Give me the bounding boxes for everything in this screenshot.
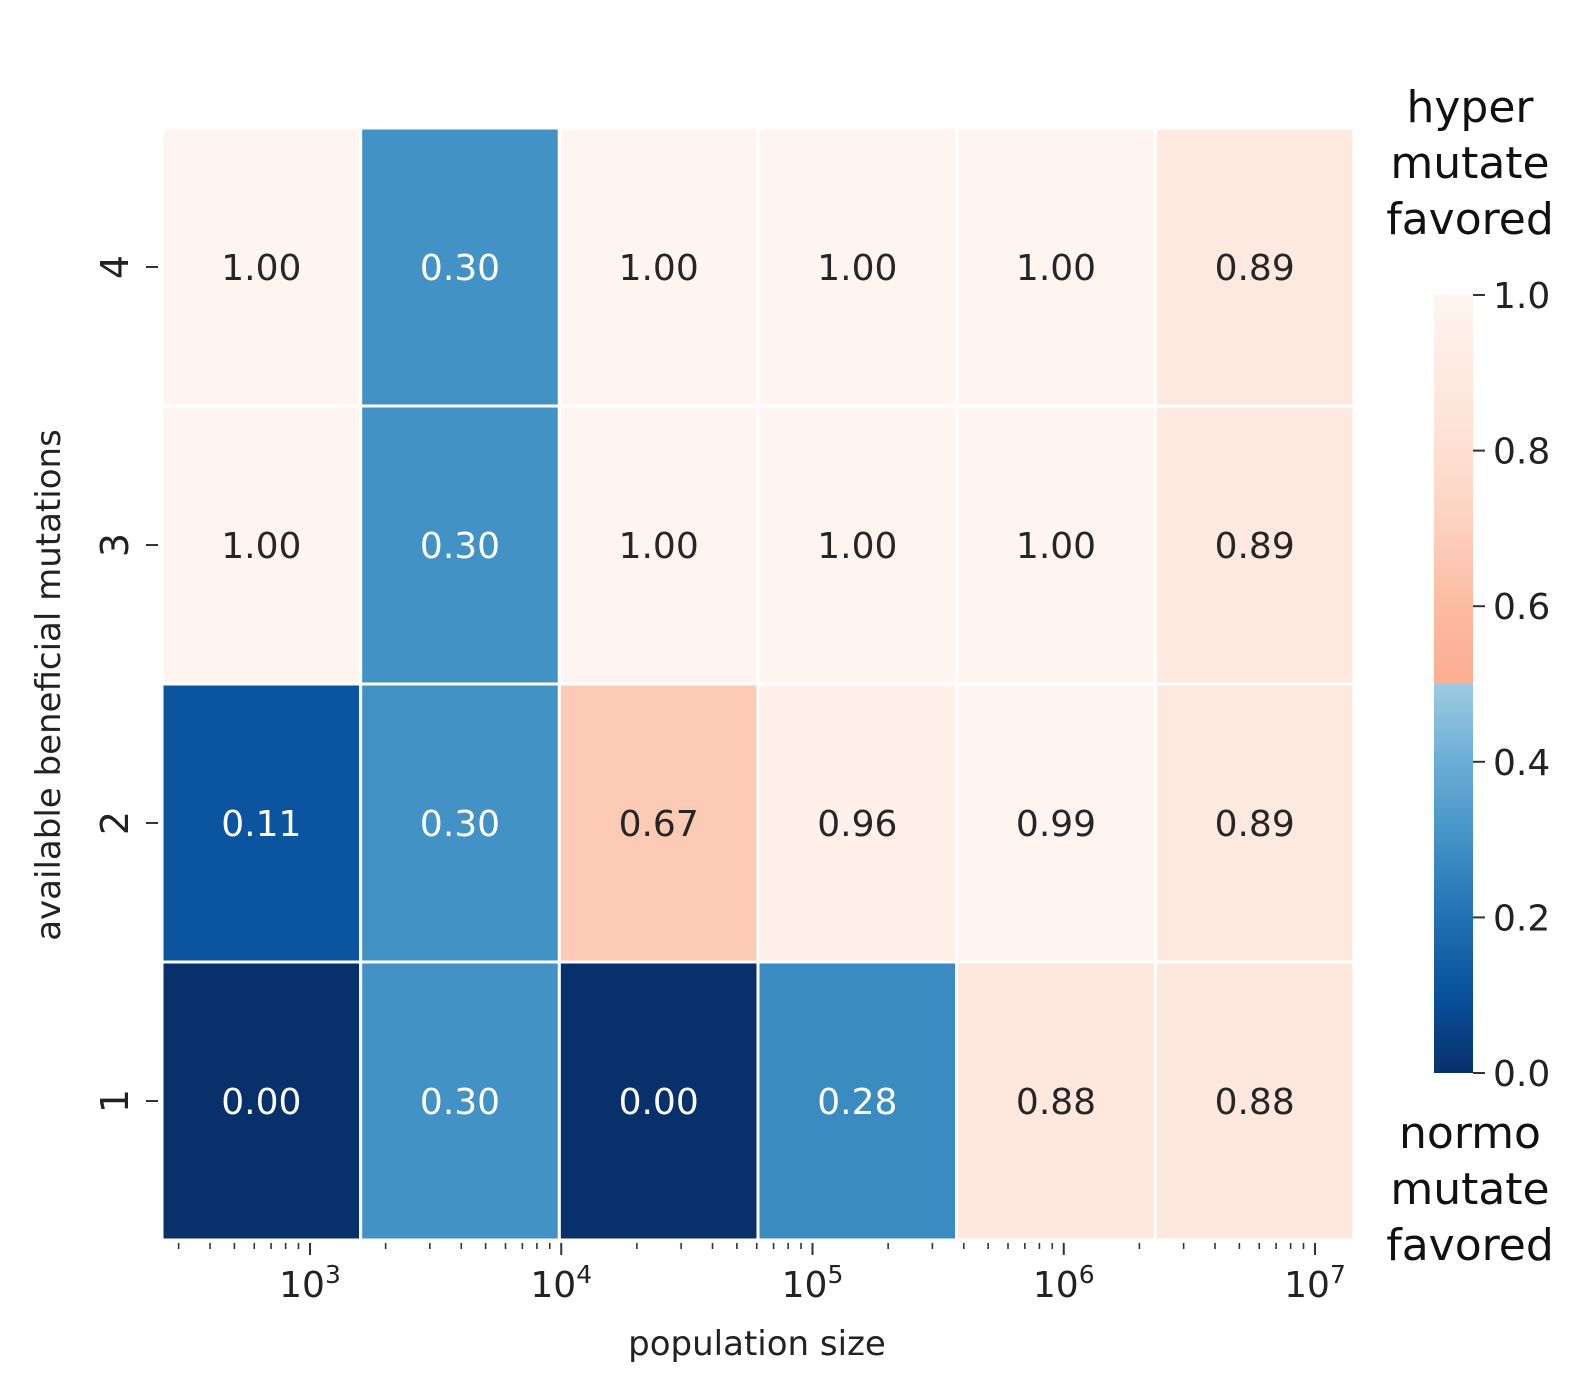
colorbar-tick-label: 1.0 [1493,276,1550,317]
heatmap-cell [955,682,1157,964]
colorbar-bottom-label: favored [1386,1220,1554,1271]
cell-value-label: 0.96 [817,804,897,845]
cell-value-label: 0.30 [420,804,500,845]
colorbar-gradient [1434,295,1473,1073]
colorbar-tick-label: 0.4 [1493,743,1550,784]
heatmap-cell [359,960,561,1242]
cell-value-label: 1.00 [619,248,699,289]
cell-value-label: 0.99 [1016,804,1096,845]
y-tick-label: 3 [93,533,137,557]
heatmap-cell [1153,126,1356,408]
cell-value-label: 0.89 [1215,248,1295,289]
colorbar-bottom-label: mutate [1390,1164,1549,1215]
colorbar-top-label: mutate [1390,138,1549,189]
heatmap-cell [955,960,1157,1242]
cell-value-label: 0.30 [420,1082,500,1123]
cell-value-label: 1.00 [1016,526,1096,567]
heatmap-cell [359,404,561,686]
x-tick-label: 107 [1284,1260,1346,1306]
cell-value-label: 0.00 [619,1082,699,1123]
cell-value-label: 1.00 [221,248,301,289]
heatmap-cell-labels: 1.00 0.30 1.00 1.00 1.00 0.89 1.00 0.30 1.00 1.00… [221,248,1294,1123]
heatmap-cell [1153,960,1356,1242]
heatmap-cell [557,960,760,1242]
colorbar: 0.00.20.40.60.81.0hypermutatefavorednorm… [1386,82,1554,1271]
colorbar-bottom-label: normo [1399,1108,1541,1159]
heatmap-cell [359,682,561,964]
heatmap-cell [756,960,959,1242]
colorbar-tick-label: 0.8 [1493,432,1550,473]
cell-value-label: 1.00 [1016,248,1096,289]
cell-value-label: 1.00 [817,248,897,289]
x-tick-label: 103 [279,1260,341,1306]
cell-value-label: 1.00 [619,526,699,567]
y-tick-label: 4 [93,255,137,279]
cell-value-label: 0.67 [619,804,699,845]
colorbar-top-label: hyper [1406,82,1534,133]
x-axis: 103 104 105 106 107 [177,1243,1346,1306]
heatmap-cell [1153,682,1356,964]
heatmap-cell [955,126,1157,408]
cell-value-label: 0.30 [420,248,500,289]
cell-value-label: 0.30 [420,526,500,567]
cell-value-label: 0.11 [221,804,301,845]
colorbar-tick-label: 0.0 [1493,1054,1550,1095]
heatmap-cell [1153,404,1356,686]
x-tick-label: 105 [782,1260,844,1306]
x-axis-label: population size [628,1324,886,1364]
cell-value-label: 0.88 [1215,1082,1295,1123]
y-axis: 4 3 2 1 [93,255,158,1113]
heatmap-cell [756,126,959,408]
heatmap-cell [160,960,363,1242]
heatmap-cell [359,126,561,408]
heatmap-cell [160,126,363,408]
cell-value-label: 0.89 [1215,526,1295,567]
y-tick-label: 2 [93,811,137,835]
heatmap-cells [160,126,1356,1242]
x-tick-label: 104 [530,1260,592,1306]
cell-value-label: 0.88 [1016,1082,1096,1123]
cell-value-label: 0.00 [221,1082,301,1123]
cell-value-label: 0.89 [1215,804,1295,845]
cell-value-label: 1.00 [221,526,301,567]
y-tick-label: 1 [93,1089,137,1113]
heatmap-cell [756,682,959,964]
heatmap-cell [160,682,363,964]
colorbar-tick-label: 0.6 [1493,587,1550,628]
cell-value-label: 1.00 [817,526,897,567]
y-axis-label: available beneficial mutations [29,429,69,941]
colorbar-top-label: favored [1386,194,1554,245]
heatmap-cell [557,126,760,408]
heatmap-cell [756,404,959,686]
cell-value-label: 0.28 [817,1082,897,1123]
colorbar-tick-label: 0.2 [1493,898,1550,939]
x-tick-label: 106 [1033,1260,1095,1306]
